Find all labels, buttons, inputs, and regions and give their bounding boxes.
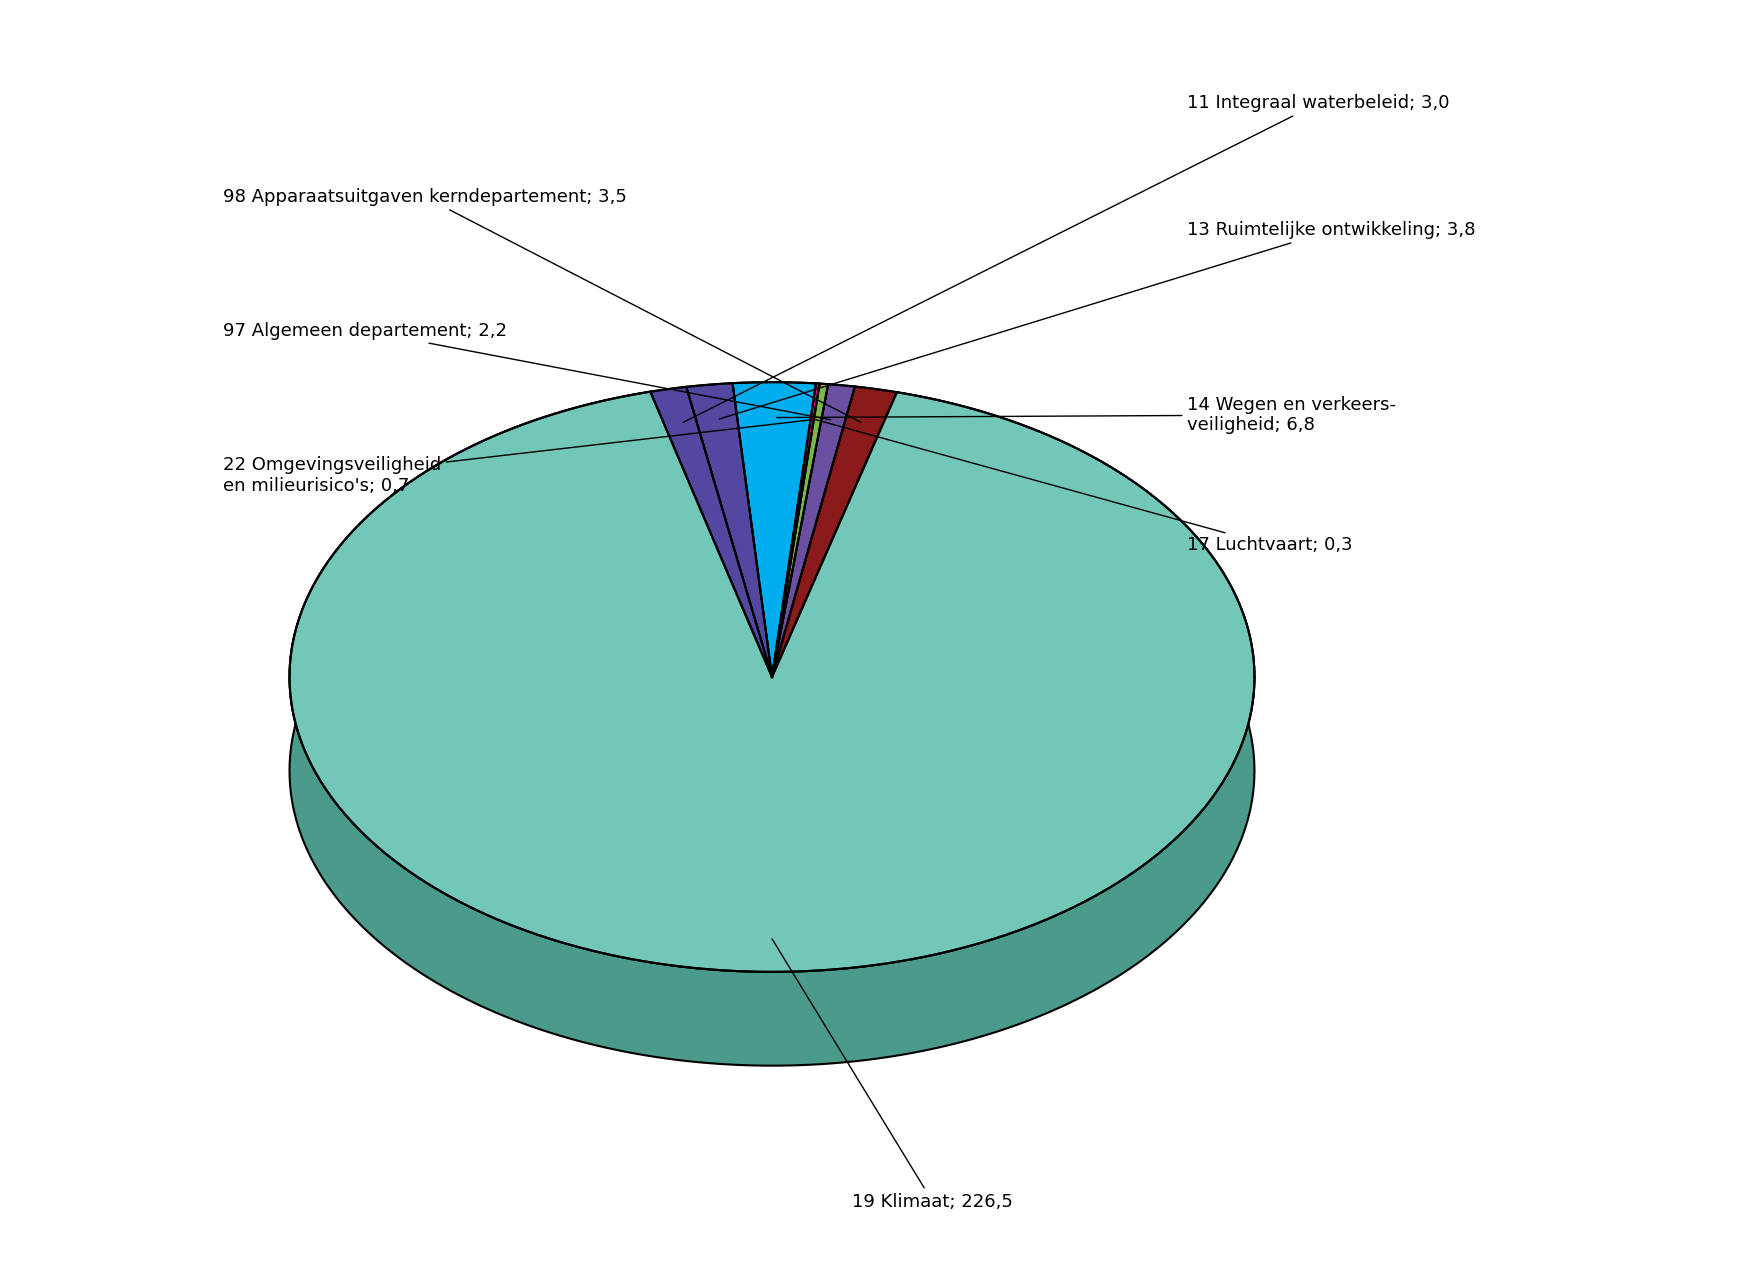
Text: 13 Ruimtelijke ontwikkeling; 3,8: 13 Ruimtelijke ontwikkeling; 3,8 <box>719 221 1476 420</box>
Text: 98 Apparaatsuitgaven kerndepartement; 3,5: 98 Apparaatsuitgaven kerndepartement; 3,… <box>223 188 860 422</box>
Polygon shape <box>733 382 817 677</box>
Polygon shape <box>771 384 829 677</box>
Polygon shape <box>651 387 771 677</box>
Polygon shape <box>290 391 1255 972</box>
Text: 14 Wegen en verkeers-
veiligheid; 6,8: 14 Wegen en verkeers- veiligheid; 6,8 <box>777 395 1396 435</box>
Polygon shape <box>686 384 771 677</box>
Polygon shape <box>771 386 897 677</box>
Text: 17 Luchtvaart; 0,3: 17 Luchtvaart; 0,3 <box>815 420 1352 555</box>
Polygon shape <box>290 391 1255 1066</box>
Text: 97 Algemeen departement; 2,2: 97 Algemeen departement; 2,2 <box>223 322 831 420</box>
Polygon shape <box>771 384 820 677</box>
Polygon shape <box>771 385 855 677</box>
Text: 19 Klimaat; 226,5: 19 Klimaat; 226,5 <box>771 938 1014 1211</box>
Text: 11 Integraal waterbeleid; 3,0: 11 Integraal waterbeleid; 3,0 <box>682 94 1450 422</box>
Text: 22 Omgevingsveiligheid
en milieurisico's; 0,7: 22 Omgevingsveiligheid en milieurisico's… <box>223 420 815 494</box>
